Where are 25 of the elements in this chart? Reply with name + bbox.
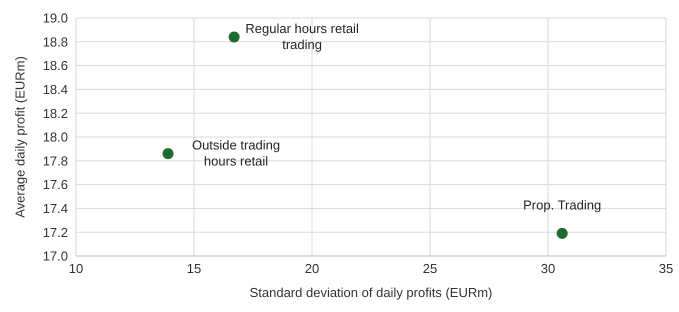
y-tick-label: 17.6 bbox=[42, 177, 68, 192]
y-tick-label: 19.0 bbox=[42, 10, 68, 26]
point bbox=[162, 148, 174, 160]
x-tick-label: 10 bbox=[68, 261, 84, 276]
y-tick-label: 17.8 bbox=[42, 153, 68, 168]
x-tick-label: 15 bbox=[186, 261, 202, 276]
y-tick-label: 18.4 bbox=[42, 82, 68, 98]
y-tick-label: 18.0 bbox=[42, 130, 68, 145]
y-tick-label: 17.2 bbox=[42, 224, 68, 240]
x-tick-label: 30 bbox=[540, 261, 556, 276]
x-tick-label: 35 bbox=[658, 261, 674, 276]
annotation: Regular hours retail trading bbox=[245, 21, 359, 52]
x-tick-label: 25 bbox=[422, 261, 438, 276]
y-tick-label: 17.4 bbox=[42, 201, 68, 216]
point bbox=[228, 32, 240, 43]
point bbox=[556, 228, 568, 239]
x-tick-label: 20 bbox=[304, 261, 320, 276]
annotation: Outside trading hours retail bbox=[192, 138, 280, 169]
y-tick-label: 17.0 bbox=[42, 248, 68, 264]
annotation: Prop. Trading bbox=[523, 197, 602, 212]
y-tick-label: 18.6 bbox=[42, 58, 68, 74]
x-axis-title: Standard deviation of daily profits (EURm) bbox=[250, 285, 492, 300]
y-tick-label: 18.2 bbox=[42, 106, 68, 121]
y-tick-label: 18.8 bbox=[42, 34, 68, 50]
y-axis-title: Average daily profit (EURm) bbox=[12, 56, 28, 218]
